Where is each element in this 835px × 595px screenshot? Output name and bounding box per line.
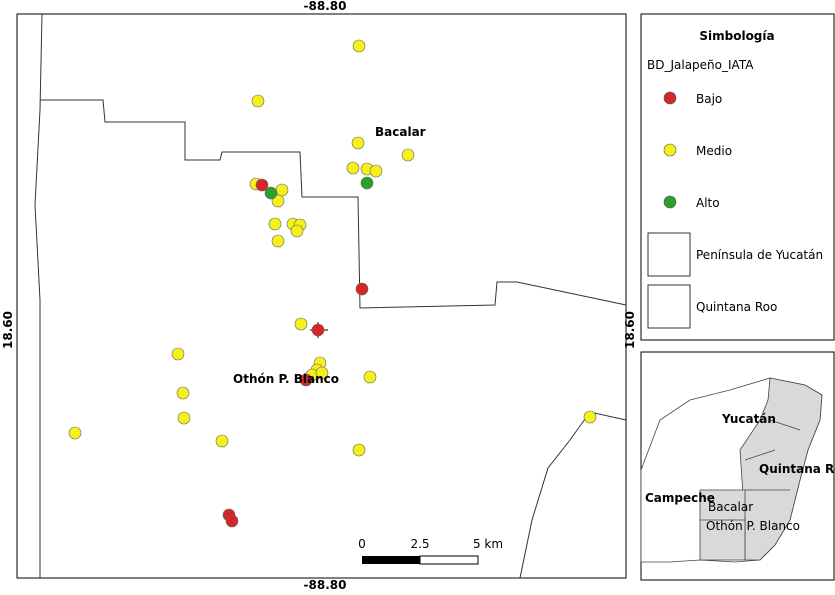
point: [583, 410, 597, 424]
point: [225, 514, 239, 528]
point: [346, 161, 360, 175]
point: [360, 176, 374, 190]
point: [271, 234, 285, 248]
legend-items: Bajo Medio Alto: [663, 91, 732, 210]
boundaries: [34, 13, 627, 579]
point: [351, 136, 365, 150]
point: [290, 224, 304, 238]
scale-label: 2.5: [410, 537, 429, 551]
point: [68, 426, 82, 440]
coord-label: 18.60: [623, 311, 637, 349]
point: [275, 183, 289, 197]
point: [215, 434, 229, 448]
point: [311, 323, 325, 337]
point: [352, 39, 366, 53]
inset-map: [640, 377, 823, 563]
inset-label: Quintana Roo: [759, 462, 835, 476]
point: [355, 282, 369, 296]
inset-label: Othón P. Blanco: [706, 519, 800, 533]
point: [363, 370, 377, 384]
point: [271, 194, 285, 208]
legend-label: Quintana Roo: [696, 300, 777, 314]
point: [177, 411, 191, 425]
point: [315, 366, 329, 380]
point: [299, 373, 313, 387]
point: [268, 217, 282, 231]
map-frame: [16, 13, 627, 579]
place-label: Othón P. Blanco: [233, 372, 339, 386]
scale-bar: 0 2.5 5 km: [358, 537, 503, 565]
point: [171, 347, 185, 361]
inset-label: Bacalar: [708, 500, 753, 514]
point: [264, 186, 278, 200]
legend-label: Península de Yucatán: [696, 248, 823, 262]
inset-label: Yucatán: [721, 412, 776, 426]
legend-swatch: [647, 284, 691, 329]
legend-marker: [663, 195, 677, 209]
legend-label: Medio: [696, 144, 732, 158]
point: [401, 148, 415, 162]
legend-title: Simbología: [699, 29, 774, 43]
coord-label: 18.60: [1, 311, 15, 349]
legend-layer: BD_Jalapeño_IATA: [647, 58, 754, 72]
legend-label: Bajo: [696, 92, 722, 106]
point: [352, 443, 366, 457]
legend-marker: [663, 91, 677, 105]
legend-label: Alto: [696, 196, 720, 210]
place-label: Bacalar: [375, 125, 426, 139]
point: [255, 178, 269, 192]
coord-label: -88.80: [304, 0, 347, 13]
scale-label: 0: [358, 537, 366, 551]
legend-marker: [663, 143, 677, 157]
inset-label: Campeche: [645, 491, 715, 505]
point: [176, 386, 190, 400]
point: [294, 317, 308, 331]
legend-swatch: [647, 232, 691, 277]
coord-label: -88.80: [304, 578, 347, 591]
point: [251, 94, 265, 108]
scale-label: 5 km: [473, 537, 503, 551]
point: [369, 164, 383, 178]
points: [68, 39, 597, 528]
